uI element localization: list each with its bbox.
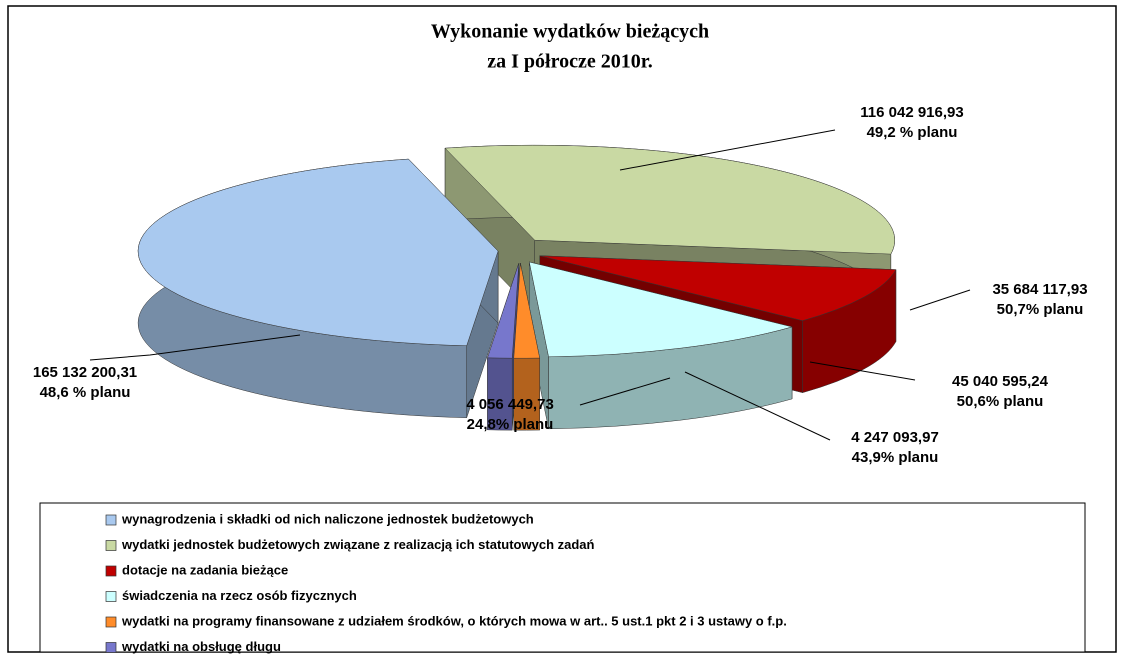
legend-label: świadczenia na rzecz osób fizycznych [122,588,357,603]
legend-label: dotacje na zadania bieżące [122,562,288,577]
plan-label: 24,8% planu [467,416,554,433]
leader-line [684,371,831,441]
legend-swatch [105,616,117,628]
plan-label: 50,6% planu [957,393,1044,410]
slice [528,261,794,430]
slice-top [444,144,895,255]
slice [513,263,541,431]
slice-top [487,263,520,359]
slice-top [528,261,794,358]
leader-line [809,361,916,381]
chart-title: Wykonanie wydatków bieżących [431,21,709,43]
slice-top [137,158,499,346]
legend-swatch [105,642,117,653]
legend-swatch [105,591,117,602]
data-label: 4 056 449,73 [466,396,554,413]
plan-label: 49,2 % planu [867,124,958,141]
data-label: 4 247 093,97 [851,429,939,446]
chart-title: za I półrocze 2010r. [487,51,653,73]
data-label: 45 040 595,24 [952,373,1049,390]
leader-line [579,377,671,406]
slice-top [539,255,897,321]
leader-line [909,289,971,311]
data-label: 116 042 916,93 [860,104,963,121]
plan-label: 43,9% planu [852,449,939,466]
data-label: 165 132 200,31 [33,364,137,381]
legend-swatch [105,540,117,551]
leader-line [619,129,836,171]
legend-label: wydatki na obsługę długu [121,639,281,654]
legend-label: wydatki na programy finansowane z udział… [121,613,787,628]
slice-top [513,263,541,359]
legend-label: wynagrodzenia i składki od nich naliczon… [121,511,534,526]
plan-label: 50,7% planu [997,301,1084,318]
legend-swatch [105,565,117,577]
legend-box [39,502,1086,653]
legend-swatch [105,514,117,526]
leader-line [89,334,301,361]
slice [137,158,499,418]
legend-label: wydatki jednostek budżetowych związane z… [121,537,595,552]
plan-label: 48,6 % planu [40,384,131,401]
data-label: 35 684 117,93 [992,281,1087,298]
